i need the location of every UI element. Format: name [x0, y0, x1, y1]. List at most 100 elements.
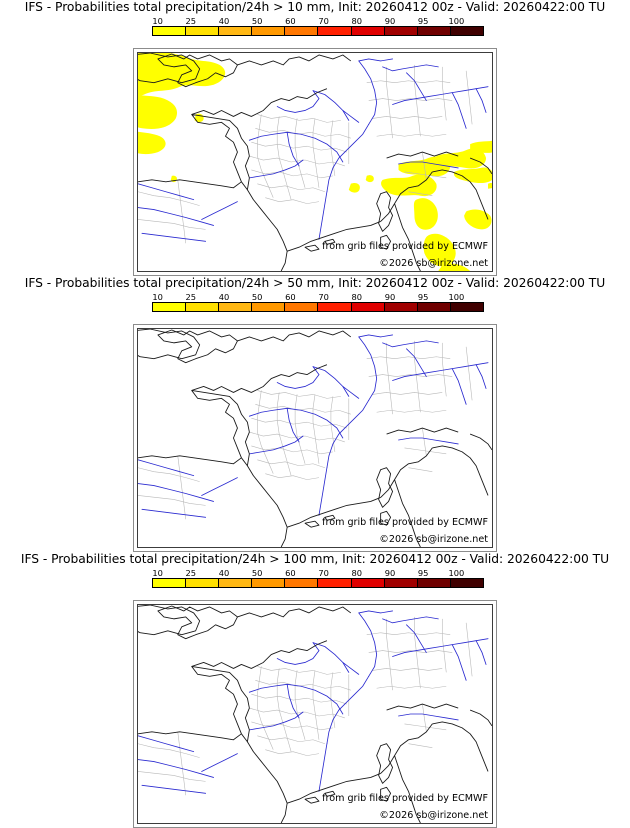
coastline-1: [157, 53, 238, 88]
coastline-5: [138, 179, 242, 189]
admin-border-20: [386, 342, 393, 415]
probability-contour-5: [381, 174, 437, 197]
coastline-15: [469, 433, 492, 451]
admin-border-14: [138, 219, 206, 230]
colorbar-tick-50: 50: [251, 292, 263, 302]
admin-border-15: [177, 455, 187, 520]
admin-border-20: [386, 618, 393, 691]
river-14: [141, 508, 207, 518]
admin-border-2: [251, 417, 347, 429]
admin-border-1: [255, 680, 351, 691]
coastline-3: [191, 88, 328, 117]
colorbar-tick-60: 60: [285, 16, 296, 26]
coastline-2: [237, 606, 352, 618]
colorbar-tick-90: 90: [384, 16, 396, 26]
coastline-13: [304, 520, 320, 528]
river-5: [318, 191, 328, 240]
colorbar-tick-40: 40: [218, 292, 230, 302]
colorbar-gradient: [152, 302, 484, 312]
admin-border-21: [414, 616, 421, 689]
admin-border-20: [386, 66, 393, 139]
admin-border-10: [312, 394, 320, 464]
admin-border-13: [138, 467, 200, 482]
map-frame-50mm[interactable]: from grib files provided by ECMWF ©2026 …: [133, 324, 497, 552]
coastline-14: [324, 514, 336, 521]
admin-border-6: [265, 197, 320, 204]
colorbar-segment-100: [450, 27, 483, 35]
map-canvas-50mm[interactable]: from grib files provided by ECMWF ©2026 …: [137, 328, 493, 548]
river-1: [312, 90, 350, 121]
admin-border-13: [138, 743, 200, 758]
colorbar-tick-70: 70: [318, 16, 329, 26]
probability-contour-10: [413, 198, 438, 230]
colorbar-tick-50: 50: [251, 16, 263, 26]
map-graphic-100mm: [138, 605, 492, 823]
river-6: [358, 336, 378, 401]
colorbar-tick-10: 10: [152, 568, 163, 578]
coastline-1: [157, 329, 238, 364]
admin-border-16: [366, 632, 451, 636]
probability-contour-7: [436, 148, 487, 169]
coastline-12: [380, 234, 392, 250]
colorbar-10mm: 10 25 40 50 60 70 80 90 95 100: [152, 16, 484, 36]
colorbar-tick-100: 100: [448, 16, 465, 26]
colorbar-tick-70: 70: [318, 568, 329, 578]
river-13: [138, 207, 214, 226]
coastline-9: [394, 203, 421, 271]
map-canvas-10mm[interactable]: from grib files provided by ECMWF ©2026 …: [137, 52, 493, 272]
colorbar-segment-100: [450, 579, 483, 587]
admin-border-7: [257, 390, 274, 474]
coastline-4: [191, 113, 250, 191]
colorbar-segment-70: [318, 579, 352, 587]
river-1: [312, 366, 350, 397]
coastline-6: [246, 465, 288, 547]
river-8: [392, 638, 489, 657]
colorbar-tick-80: 80: [351, 16, 363, 26]
coastline-10: [432, 169, 489, 220]
admin-border-8: [276, 116, 292, 200]
coastline-9: [394, 755, 421, 823]
map-frame-10mm[interactable]: from grib files provided by ECMWF ©2026 …: [133, 48, 497, 276]
river-7: [358, 58, 393, 62]
colorbar-tick-60: 60: [285, 292, 296, 302]
river-15: [201, 477, 238, 496]
probability-contour-9: [470, 140, 492, 153]
admin-border-17: [368, 374, 453, 377]
colorbar-segment-40: [219, 579, 253, 587]
admin-border-6: [265, 473, 320, 480]
river-16: [286, 131, 300, 167]
colorbar-segment-50: [252, 27, 286, 35]
map-canvas-100mm[interactable]: from grib files provided by ECMWF ©2026 …: [137, 604, 493, 824]
river-10: [406, 624, 427, 653]
river-8: [392, 86, 489, 105]
river-0: [276, 90, 320, 113]
admin-border-1: [255, 128, 351, 139]
colorbar-tick-25: 25: [185, 568, 197, 578]
colorbar-segment-95: [417, 303, 451, 311]
coastline-3: [191, 364, 328, 393]
map-frame-100mm[interactable]: from grib files provided by ECMWF ©2026 …: [133, 600, 497, 828]
admin-border-3: [249, 155, 345, 167]
coastline-2: [237, 330, 352, 342]
map-panel-100mm: IFS - Probabilities total precipitation/…: [0, 552, 630, 828]
map-graphic-10mm: [138, 53, 492, 271]
admin-border-3: [249, 707, 345, 719]
colorbar-ticks: 10 25 40 50 60 70 80 90 95 100: [152, 568, 484, 578]
colorbar-tick-95: 95: [417, 292, 429, 302]
admin-border-0: [257, 114, 341, 123]
colorbar-tick-10: 10: [152, 292, 163, 302]
river-6: [358, 612, 378, 677]
credit-ecmwf-50mm: from grib files provided by ECMWF: [322, 517, 488, 528]
admin-border-14: [138, 771, 206, 782]
coastline-5: [138, 455, 242, 465]
colorbar-segment-10: [153, 303, 187, 311]
colorbar-tick-40: 40: [218, 16, 230, 26]
colorbar-tick-100: 100: [448, 568, 465, 578]
river-4: [326, 675, 370, 745]
colorbar-segment-10: [153, 27, 187, 35]
river-12: [138, 183, 195, 201]
probability-contour-14: [488, 183, 492, 189]
river-3: [248, 711, 304, 731]
coastline-9: [394, 479, 421, 547]
colorbar-ticks: 10 25 40 50 60 70 80 90 95 100: [152, 292, 484, 302]
